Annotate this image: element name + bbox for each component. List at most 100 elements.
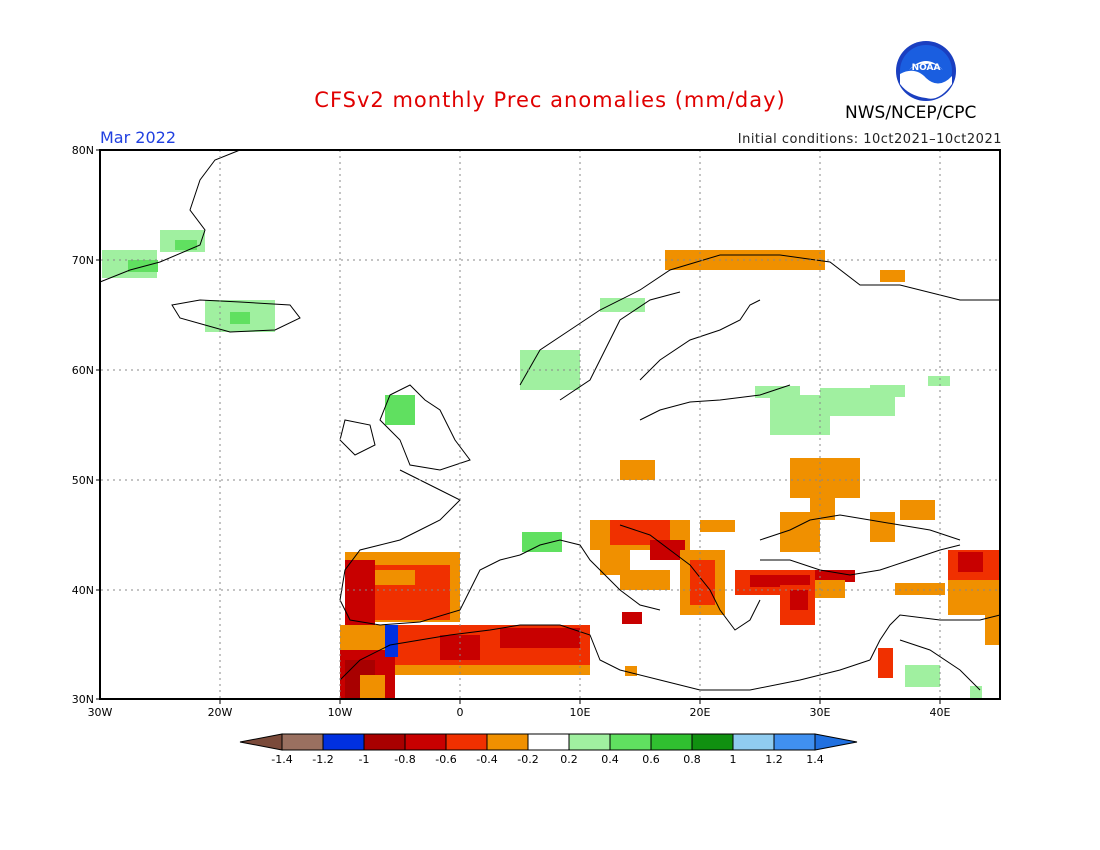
colorbar-swatch [363, 733, 406, 751]
colorbar-swatch [281, 733, 324, 751]
anomaly-patch [905, 665, 940, 687]
sweden-coast [559, 291, 681, 401]
baltic-coast [639, 384, 791, 421]
anomaly-patch [385, 625, 398, 657]
agency-label: NWS/NCEP/CPC [845, 103, 977, 123]
colorbar-label: -0.6 [435, 753, 456, 766]
anomaly-patch [878, 648, 893, 678]
colorbar-label: -1.4 [271, 753, 292, 766]
anomaly-patch [622, 612, 642, 624]
colorbar-label: -0.8 [394, 753, 415, 766]
anomaly-patch [625, 666, 637, 676]
lat-label: 80N [72, 144, 94, 157]
scandinavia-coast [519, 254, 1000, 386]
lon-labels: 30W 20W 10W 0 10E 20E 30E 40E [88, 706, 951, 719]
anomaly-patch [620, 570, 670, 590]
lat-label: 50N [72, 474, 94, 487]
levant-coast [869, 614, 1001, 661]
colorbar-swatch [650, 733, 693, 751]
graticule [101, 150, 999, 699]
ireland-coast [339, 419, 376, 456]
colorbar-arrow-left [239, 733, 283, 751]
colorbar-swatch [568, 733, 611, 751]
anomaly-patch [128, 260, 158, 272]
lon-label: 30E [810, 706, 831, 719]
colorbar-swatch [691, 733, 734, 751]
anomaly-patch [385, 395, 415, 425]
lat-label: 60N [72, 364, 94, 377]
lon-label: 20W [208, 706, 233, 719]
anomaly-patch [440, 635, 480, 660]
colorbar-swatch [527, 733, 570, 751]
black-sea-north [759, 514, 961, 541]
north-africa-coast [339, 624, 871, 691]
anomaly-patch [375, 570, 415, 585]
anomaly-patch [620, 460, 655, 480]
colorbar-label: 1.2 [765, 753, 783, 766]
noaa-logo-icon: NOAA [896, 41, 956, 101]
colorbar-swatch [486, 733, 529, 751]
black-sea-south [760, 544, 961, 576]
anomaly-patch [958, 552, 983, 572]
anomaly-patch [895, 583, 945, 595]
lat-label: 30N [72, 693, 94, 706]
forecast-month: Mar 2022 [100, 128, 176, 147]
colorbar-label: -1 [359, 753, 370, 766]
colorbar-label: -1.2 [312, 753, 333, 766]
anomaly-patch [360, 675, 385, 698]
colorbar-label: -0.4 [476, 753, 497, 766]
britain-coast [379, 384, 471, 471]
colorbar-label: -0.2 [517, 753, 538, 766]
greenland-coast [99, 149, 241, 283]
colorbar-label: 1.4 [806, 753, 824, 766]
lon-label: 0 [457, 706, 464, 719]
anomaly-patch [700, 520, 735, 532]
anomaly-patch [870, 512, 895, 542]
anomaly-patch [790, 458, 860, 498]
logo-text: NOAA [912, 63, 941, 73]
colorbar-label: 0.2 [560, 753, 578, 766]
anomaly-patch [600, 298, 645, 312]
anomaly-patch [880, 270, 905, 282]
map-border [99, 149, 1001, 700]
lat-tick-marks [96, 149, 100, 700]
lon-label: 30W [88, 706, 113, 719]
colorbar-swatch [445, 733, 488, 751]
anomaly-patch [230, 312, 250, 324]
colorbar-arrow-right [814, 733, 858, 751]
colorbar-label: 0.4 [601, 753, 619, 766]
lat-label: 40N [72, 584, 94, 597]
italy-coast [519, 539, 661, 611]
lon-label: 10E [570, 706, 591, 719]
map-title: CFSv2 monthly Prec anomalies (mm/day) [314, 88, 786, 112]
lat-labels: 80N 70N 60N 50N 40N 30N [72, 144, 94, 706]
coastlines [99, 149, 1001, 691]
lat-label: 70N [72, 254, 94, 267]
colorbar-swatch [773, 733, 816, 751]
lon-label: 20E [690, 706, 711, 719]
anomaly-patch [345, 560, 375, 625]
anomaly-patch [750, 575, 810, 587]
anomaly-patch [970, 686, 982, 698]
anomaly-patch [928, 376, 950, 386]
anomaly-patch [815, 580, 845, 598]
anomaly-patch [790, 590, 808, 610]
anomaly-patches [102, 230, 1000, 698]
colorbar-swatch [322, 733, 365, 751]
colorbar-label: 1 [730, 753, 737, 766]
colorbar-swatch [732, 733, 775, 751]
lon-tick-marks [219, 699, 941, 704]
colorbar-swatch [404, 733, 447, 751]
anomaly-patch [175, 240, 197, 250]
anomaly-patch [500, 628, 580, 648]
colorbar-label: 0.6 [642, 753, 660, 766]
lon-label: 40E [930, 706, 951, 719]
anomaly-patch [690, 560, 715, 605]
gulf-of-bothnia [639, 299, 761, 381]
red-sea-coast [899, 639, 981, 691]
anomaly-patch [522, 532, 562, 552]
anomaly-patch [780, 512, 820, 552]
anomaly-patch [900, 500, 935, 520]
adriatic-coast [619, 524, 761, 631]
